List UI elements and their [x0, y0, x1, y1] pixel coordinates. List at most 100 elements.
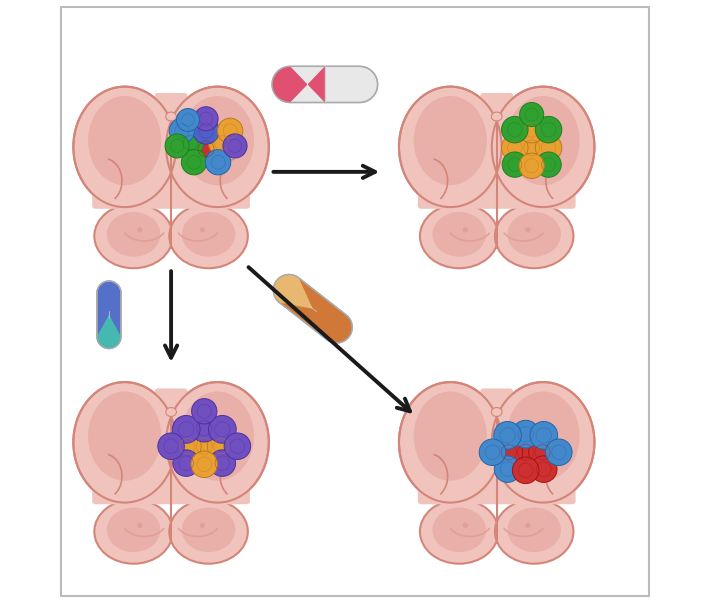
Ellipse shape: [223, 134, 247, 158]
Ellipse shape: [529, 438, 557, 466]
Ellipse shape: [165, 408, 177, 417]
Ellipse shape: [173, 450, 200, 476]
Polygon shape: [273, 274, 352, 343]
FancyBboxPatch shape: [155, 388, 187, 470]
Ellipse shape: [535, 134, 562, 161]
Ellipse shape: [399, 87, 501, 207]
Ellipse shape: [493, 421, 521, 449]
FancyBboxPatch shape: [92, 165, 250, 209]
Ellipse shape: [508, 508, 561, 552]
Ellipse shape: [166, 382, 269, 502]
Ellipse shape: [73, 87, 176, 207]
Ellipse shape: [463, 523, 468, 528]
Ellipse shape: [512, 420, 540, 448]
Ellipse shape: [530, 456, 557, 482]
FancyBboxPatch shape: [417, 165, 576, 209]
Ellipse shape: [194, 107, 218, 131]
Ellipse shape: [432, 508, 486, 552]
Ellipse shape: [508, 212, 561, 257]
Ellipse shape: [224, 433, 251, 459]
Ellipse shape: [181, 96, 254, 185]
Ellipse shape: [506, 391, 579, 481]
Ellipse shape: [420, 499, 498, 564]
Ellipse shape: [169, 118, 195, 144]
Ellipse shape: [94, 499, 173, 564]
Ellipse shape: [106, 508, 160, 552]
Ellipse shape: [463, 227, 468, 233]
Ellipse shape: [535, 116, 562, 143]
Ellipse shape: [88, 391, 161, 481]
Ellipse shape: [166, 87, 269, 207]
Ellipse shape: [525, 227, 530, 233]
Ellipse shape: [491, 112, 502, 121]
Ellipse shape: [217, 118, 243, 144]
Ellipse shape: [495, 204, 574, 268]
Polygon shape: [97, 281, 121, 349]
Ellipse shape: [190, 414, 218, 442]
Ellipse shape: [182, 212, 235, 257]
Ellipse shape: [73, 382, 176, 502]
Ellipse shape: [492, 382, 594, 502]
Ellipse shape: [177, 109, 200, 131]
FancyBboxPatch shape: [480, 93, 513, 175]
Ellipse shape: [165, 112, 177, 121]
Ellipse shape: [501, 134, 528, 161]
Ellipse shape: [209, 130, 235, 156]
Ellipse shape: [137, 523, 143, 528]
FancyBboxPatch shape: [417, 461, 576, 504]
Ellipse shape: [513, 457, 539, 484]
Ellipse shape: [205, 150, 231, 175]
Ellipse shape: [520, 103, 544, 127]
FancyBboxPatch shape: [92, 461, 250, 504]
Ellipse shape: [506, 96, 579, 185]
FancyBboxPatch shape: [480, 388, 513, 470]
Ellipse shape: [200, 523, 205, 528]
Ellipse shape: [494, 456, 521, 482]
Ellipse shape: [491, 408, 502, 417]
Ellipse shape: [492, 87, 594, 207]
Ellipse shape: [502, 152, 528, 177]
Ellipse shape: [207, 432, 235, 460]
Ellipse shape: [519, 153, 545, 178]
Ellipse shape: [173, 415, 200, 443]
Ellipse shape: [495, 438, 523, 466]
Ellipse shape: [518, 116, 545, 143]
FancyBboxPatch shape: [155, 93, 187, 175]
Ellipse shape: [169, 499, 248, 564]
Ellipse shape: [420, 204, 498, 268]
Ellipse shape: [137, 227, 143, 233]
Ellipse shape: [191, 451, 217, 478]
Ellipse shape: [182, 508, 235, 552]
Ellipse shape: [181, 391, 254, 481]
Ellipse shape: [209, 450, 236, 476]
Ellipse shape: [190, 432, 219, 461]
Ellipse shape: [200, 227, 205, 233]
Polygon shape: [273, 274, 313, 309]
Polygon shape: [272, 66, 378, 103]
Ellipse shape: [545, 439, 572, 466]
Ellipse shape: [536, 152, 561, 177]
Ellipse shape: [525, 523, 530, 528]
Ellipse shape: [399, 382, 501, 502]
Ellipse shape: [169, 204, 248, 268]
Ellipse shape: [209, 415, 236, 443]
Ellipse shape: [501, 116, 528, 143]
Ellipse shape: [173, 432, 201, 460]
Ellipse shape: [177, 130, 204, 156]
Ellipse shape: [193, 118, 219, 144]
Ellipse shape: [414, 96, 487, 185]
Ellipse shape: [192, 134, 221, 163]
Ellipse shape: [479, 439, 506, 466]
Ellipse shape: [192, 399, 217, 424]
Ellipse shape: [158, 433, 185, 459]
Ellipse shape: [165, 134, 189, 158]
Ellipse shape: [517, 133, 546, 162]
Polygon shape: [97, 315, 121, 349]
Ellipse shape: [530, 421, 557, 449]
Ellipse shape: [181, 150, 207, 175]
Ellipse shape: [414, 391, 487, 481]
Ellipse shape: [88, 96, 161, 185]
Ellipse shape: [94, 204, 173, 268]
Ellipse shape: [432, 212, 486, 257]
Polygon shape: [272, 66, 325, 103]
